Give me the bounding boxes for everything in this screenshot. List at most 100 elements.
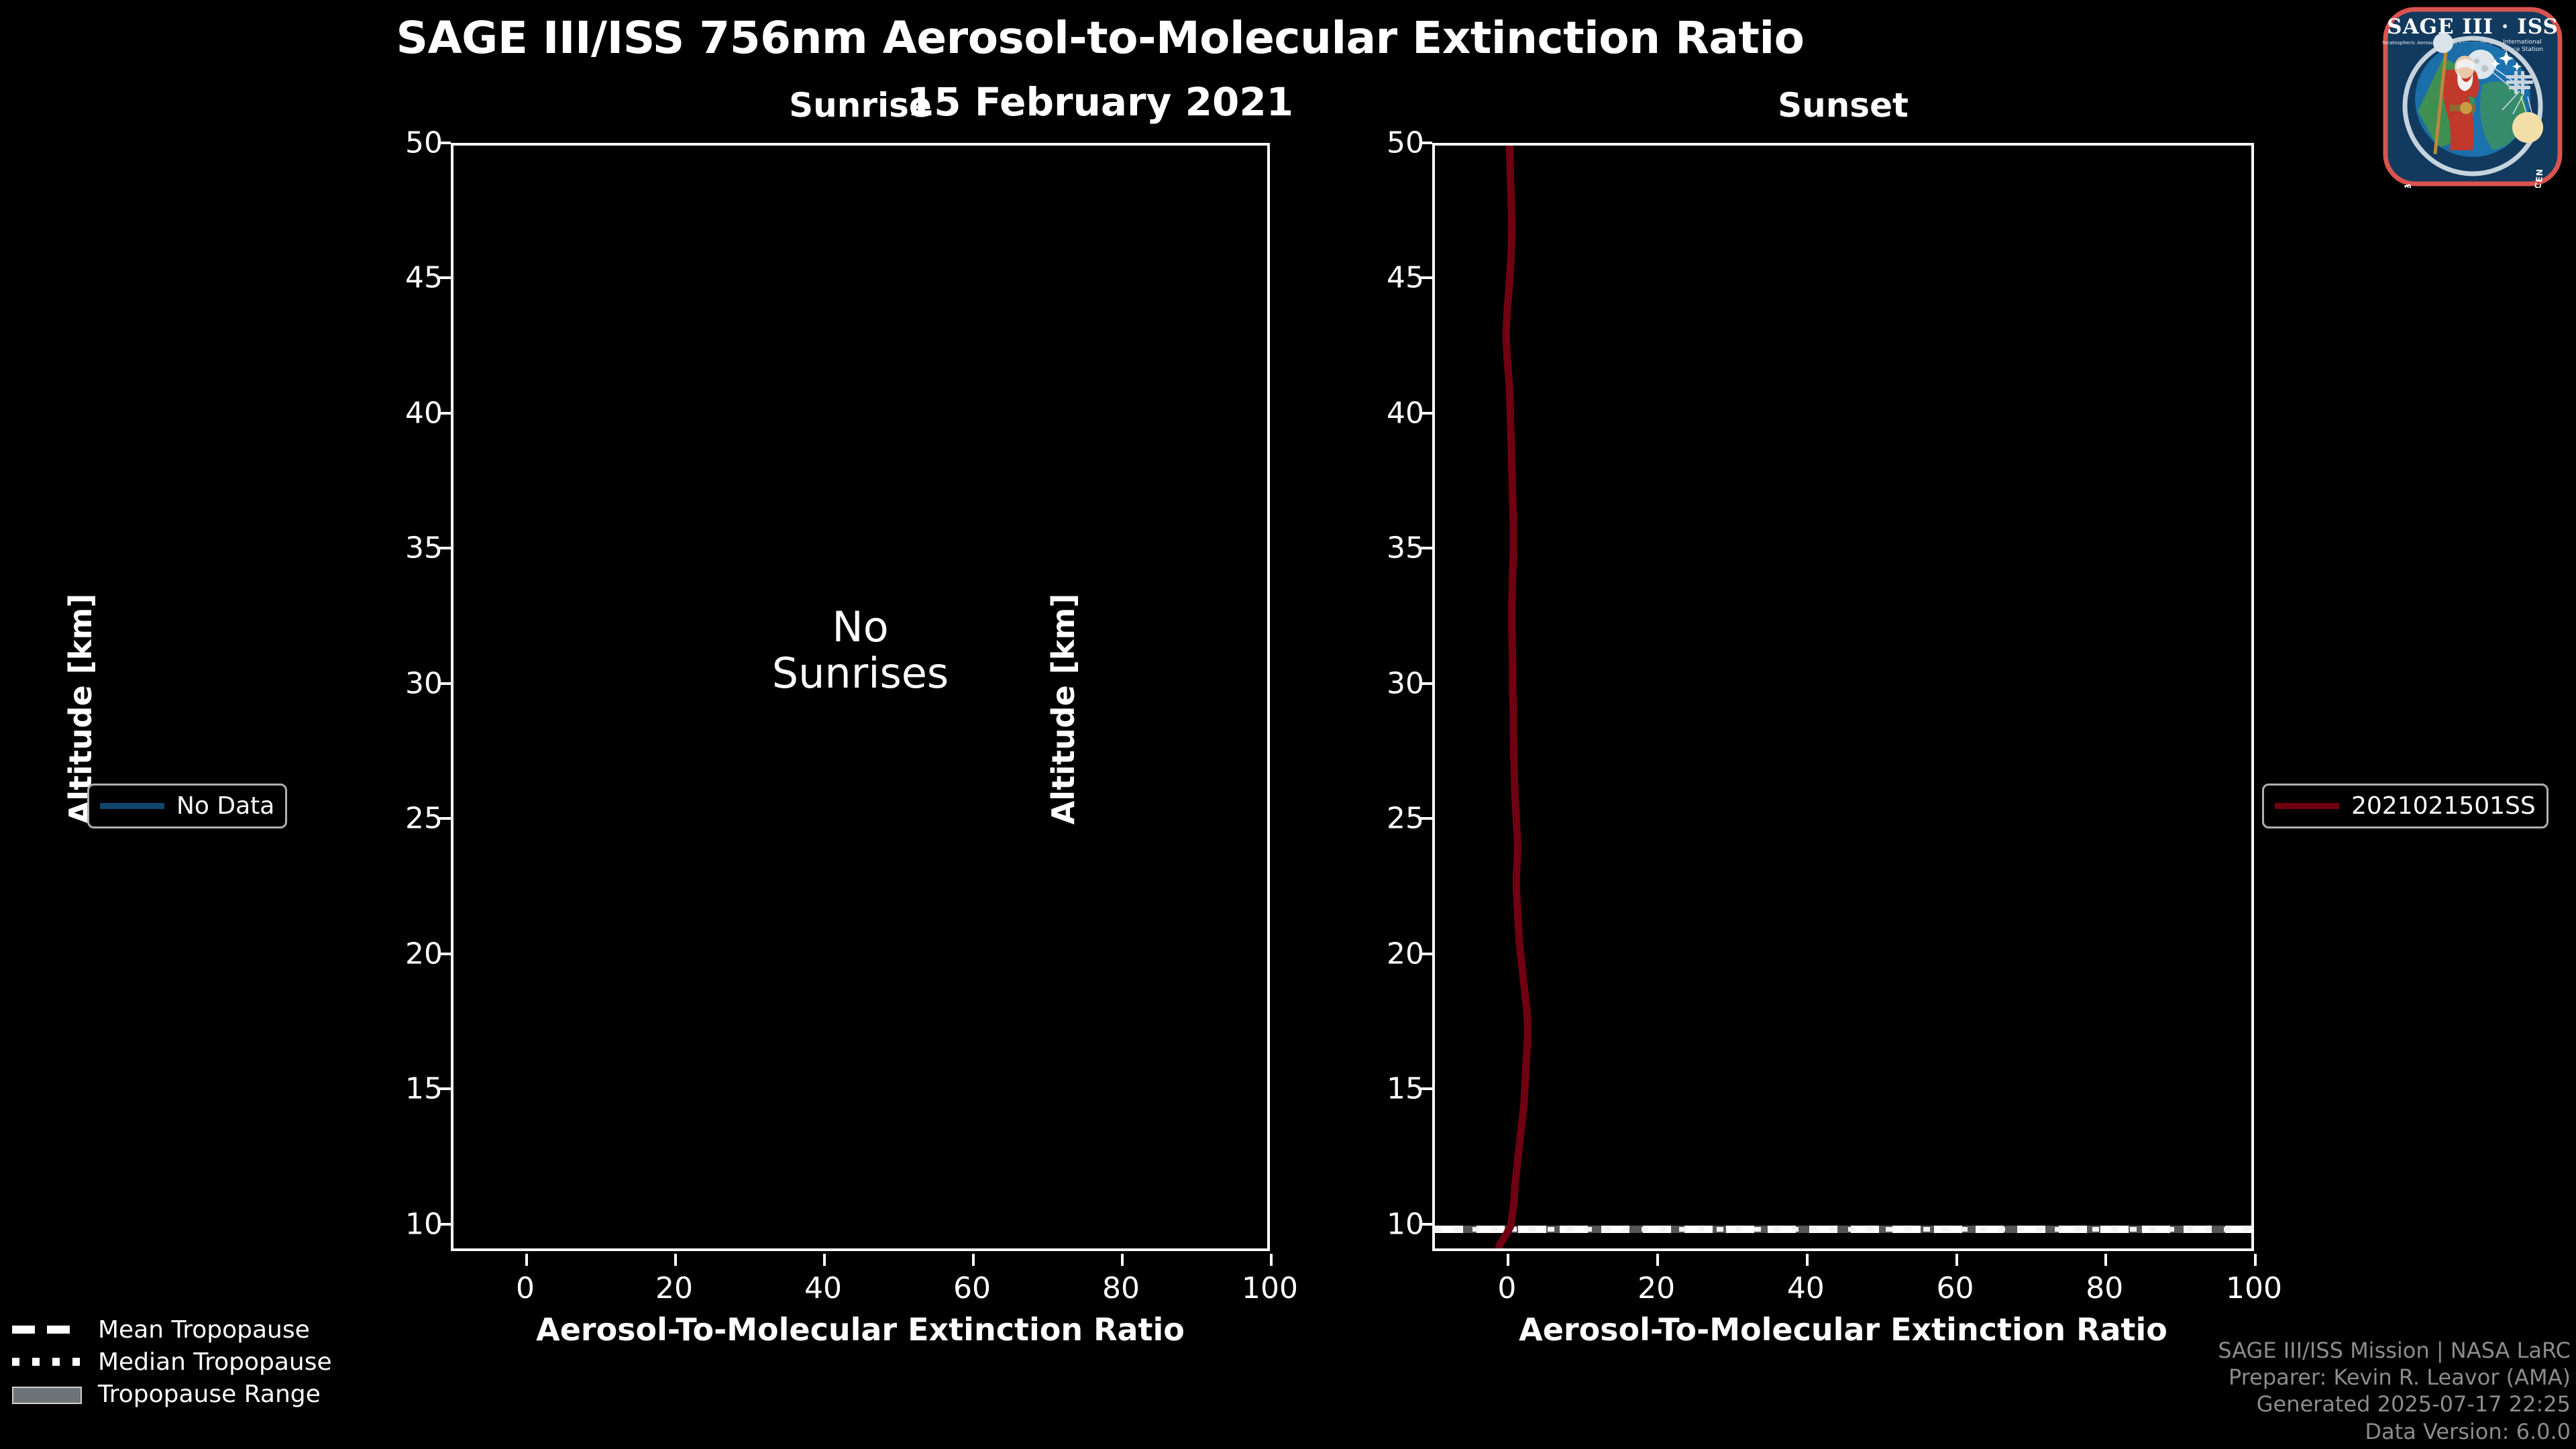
y-tick-mark — [439, 547, 451, 550]
x-tick-mark — [674, 1254, 677, 1266]
y-tick-label: 25 — [405, 801, 443, 836]
page-title: SAGE III/ISS 756nm Aerosol-to-Molecular … — [396, 12, 1805, 64]
y-tick-label: 35 — [405, 531, 443, 566]
tropopause-legend-label: Tropopause Range — [98, 1380, 321, 1408]
tropopause-legend: Mean Tropopause Median Tropopause Tropopau… — [12, 1313, 374, 1410]
y-tick-mark — [1420, 411, 1432, 415]
y-tick-mark — [1420, 817, 1432, 820]
x-tick-mark — [1270, 1254, 1273, 1266]
no-sunrises-message: No Sunrises — [451, 604, 1270, 697]
legend-color-swatch-no-data — [100, 803, 164, 809]
svg-text:SAGE III · ISS: SAGE III · ISS — [2387, 15, 2559, 39]
y-tick-mark — [1420, 1222, 1432, 1226]
y-tick-mark — [1420, 1087, 1432, 1091]
right-x-axis-label: Aerosol-To-Molecular Extinction Ratio — [1519, 1311, 2167, 1348]
x-tick-mark — [823, 1254, 826, 1266]
x-tick-label: 100 — [1242, 1271, 1298, 1305]
x-tick-mark — [2104, 1254, 2108, 1266]
y-tick-label: 35 — [1387, 531, 1424, 566]
sunset-data-curve — [1495, 146, 1532, 1248]
x-tick-label: 0 — [1497, 1271, 1517, 1305]
svg-text:Space Station: Space Station — [2502, 46, 2543, 53]
x-tick-label: 80 — [2086, 1271, 2124, 1305]
x-tick-mark — [1507, 1254, 1510, 1266]
credit-line: Generated 2025-07-17 22:25 — [2256, 1391, 2571, 1417]
x-tick-mark — [1955, 1254, 1958, 1266]
y-tick-mark — [1420, 952, 1432, 955]
y-tick-mark — [439, 682, 451, 685]
y-tick-label: 10 — [405, 1207, 443, 1242]
y-tick-label: 30 — [1387, 666, 1424, 701]
legend-label-event: 2021021501SS — [2351, 792, 2536, 820]
y-tick-mark — [439, 817, 451, 820]
x-tick-label: 60 — [953, 1271, 991, 1305]
y-tick-label: 30 — [405, 666, 443, 701]
right-panel-legend[interactable]: 2021021501SS — [2262, 784, 2548, 828]
left-y-axis-tick-marks — [439, 142, 464, 1251]
x-tick-mark — [1121, 1254, 1124, 1266]
y-tick-label: 50 — [405, 125, 443, 160]
tropopause-legend-row: Median Tropopause — [12, 1346, 374, 1378]
right-y-axis-tick-labels: 10 15 20 25 30 35 40 45 50 — [1344, 126, 1424, 1251]
credits-block: SAGE III/ISS Mission | NASA LaRC Preparer… — [2218, 1337, 2571, 1445]
credit-line: Preparer: Kevin R. Leavor (AMA) — [2228, 1364, 2571, 1391]
tropopause-legend-label: Mean Tropopause — [98, 1316, 310, 1344]
y-tick-label: 45 — [1387, 260, 1424, 295]
sage-iii-iss-mission-patch-logo: SAGE III · ISS Stratospheric Aerosol and… — [2377, 0, 2564, 244]
date-subtitle: 15 February 2021 — [906, 79, 1294, 125]
x-tick-label: 60 — [1936, 1271, 1974, 1305]
tropopause-legend-swatch-range — [12, 1385, 82, 1404]
x-tick-label: 40 — [804, 1271, 842, 1305]
x-tick-label: 20 — [655, 1271, 693, 1305]
y-tick-label: 20 — [405, 936, 443, 971]
x-tick-mark — [2254, 1254, 2257, 1266]
x-tick-label: 80 — [1102, 1271, 1140, 1305]
y-tick-mark — [439, 142, 451, 144]
left-panel-title: Sunrise — [789, 86, 932, 125]
no-sunrises-line1: No — [832, 602, 889, 651]
y-tick-label: 10 — [1387, 1207, 1424, 1242]
tropopause-legend-swatch-dashed — [12, 1321, 82, 1338]
x-tick-label: 40 — [1786, 1271, 1825, 1305]
y-tick-mark — [1420, 142, 1432, 144]
y-tick-label: 40 — [405, 396, 443, 431]
y-tick-mark — [439, 952, 451, 955]
y-tick-label: 15 — [1387, 1071, 1424, 1106]
tropopause-legend-row: Tropopause Range — [12, 1378, 374, 1410]
right-panel-title: Sunset — [1778, 86, 1909, 125]
y-tick-mark — [439, 411, 451, 415]
x-tick-label: 0 — [516, 1271, 535, 1305]
left-x-axis-label: Aerosol-To-Molecular Extinction Ratio — [536, 1311, 1185, 1348]
y-tick-mark — [439, 276, 451, 280]
y-tick-label: 50 — [1387, 125, 1424, 160]
svg-text:International: International — [2503, 39, 2541, 46]
y-tick-mark — [439, 1087, 451, 1091]
y-tick-label: 40 — [1387, 396, 1424, 431]
x-tick-label: 100 — [2226, 1271, 2282, 1305]
left-y-axis-label: Altitude [km] — [62, 593, 99, 825]
left-panel-legend[interactable]: No Data — [87, 784, 288, 828]
no-sunrises-line2: Sunrises — [771, 649, 949, 698]
credit-line: Data Version: 6.0.0 — [2365, 1418, 2571, 1444]
x-tick-mark — [972, 1254, 975, 1266]
sunrise-plot-area — [451, 143, 1270, 1251]
x-tick-mark — [1656, 1254, 1660, 1266]
left-y-axis-tick-labels: 10 15 20 25 30 35 40 45 50 — [362, 126, 443, 1251]
y-tick-label: 45 — [405, 260, 443, 295]
y-tick-mark — [1420, 276, 1432, 280]
sunset-plot-area — [1432, 143, 2254, 1251]
x-tick-mark — [525, 1254, 528, 1266]
median-tropopause-line — [1435, 1226, 2251, 1232]
left-x-axis-ticks: 0 20 40 60 80 100 — [451, 1254, 1298, 1307]
tropopause-legend-row: Mean Tropopause — [12, 1313, 374, 1346]
y-tick-mark — [439, 1222, 451, 1226]
credit-line: SAGE III/ISS Mission | NASA LaRC — [2218, 1337, 2571, 1363]
y-tick-label: 20 — [1387, 936, 1424, 971]
right-x-axis-ticks: 0 20 40 60 80 100 — [1432, 1254, 2282, 1307]
right-y-axis-label: Altitude [km] — [1045, 593, 1081, 825]
tropopause-legend-label: Median Tropopause — [98, 1348, 332, 1376]
y-tick-mark — [1420, 547, 1432, 550]
legend-color-swatch-event — [2275, 803, 2339, 809]
x-tick-mark — [1805, 1254, 1809, 1266]
tropopause-legend-swatch-dotted — [12, 1353, 82, 1371]
